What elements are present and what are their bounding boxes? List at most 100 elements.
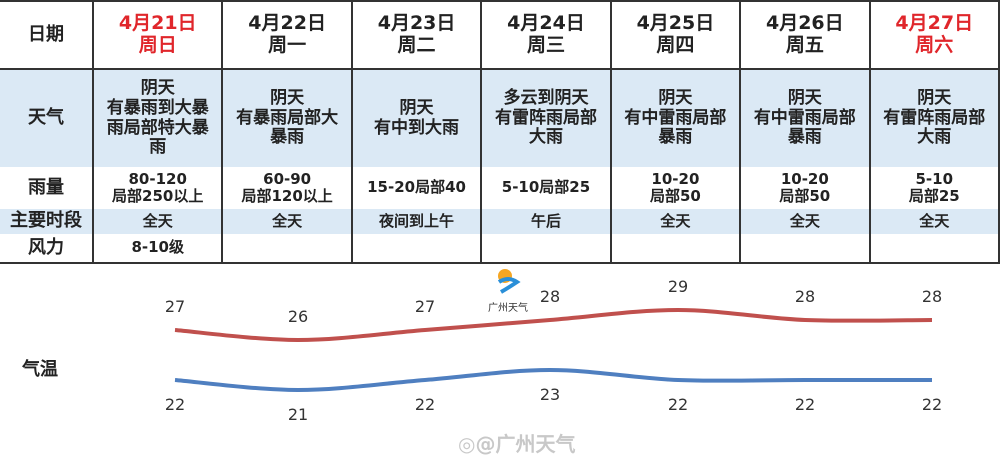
text-line: 局部250以上	[112, 187, 204, 205]
high-temp-label: 27	[415, 297, 435, 316]
weekday: 周二	[397, 34, 436, 56]
period: 全天	[142, 211, 173, 230]
row-label-rain: 雨量	[28, 176, 64, 198]
low-temp-label: 23	[540, 385, 560, 404]
text-line: 暴雨	[787, 127, 822, 148]
rain-cell: 60-90 局部120以上	[221, 167, 352, 209]
weather-cell: 多云到阴天 有雷阵雨局部 大雨	[480, 69, 611, 167]
low-temp-label: 21	[288, 405, 308, 424]
low-temp-label: 22	[922, 395, 942, 414]
rain-cell: 15-20局部40	[350, 167, 482, 209]
temperature-chart: 27 26 27 28 29 28 28 22 21 22 23 22 22 22	[165, 277, 942, 424]
wind-cell	[350, 234, 482, 264]
rain-cell: 10-20 局部50	[609, 167, 741, 209]
period: 午后	[530, 211, 561, 230]
text-line: 局部50	[649, 187, 701, 205]
text-line: 5-10	[915, 169, 954, 188]
date-cell: 4月24日 周三	[480, 0, 611, 70]
wind-cell	[609, 234, 741, 264]
period-cell: 全天	[739, 209, 870, 234]
high-temp-label: 26	[288, 307, 308, 326]
text-line: 阴天	[270, 88, 305, 109]
weekday: 周四	[656, 34, 695, 56]
row-label-date: 日期	[0, 0, 93, 70]
wind: 8-10级	[131, 238, 184, 257]
high-temp-label: 28	[540, 287, 560, 306]
date-cell: 4月25日 周四	[609, 0, 741, 70]
text-line: 暴雨	[658, 127, 693, 148]
weather-cell: 阴天 有暴雨到大暴 雨局部特大暴雨	[91, 69, 223, 167]
period-cell: 夜间到上午	[350, 209, 482, 234]
text-line: 10-20	[651, 169, 700, 188]
text-line: 15-20局部40	[367, 178, 466, 197]
low-temp-label: 22	[795, 395, 815, 414]
logo-text: 广州天气	[488, 303, 528, 314]
weekday: 周五	[785, 34, 824, 56]
period-cell: 全天	[868, 209, 1000, 234]
text-line: 有中到大雨	[374, 117, 460, 138]
text-line: 有暴雨到大暴	[106, 97, 209, 118]
low-temp-label: 22	[165, 395, 185, 414]
text-line: 10-20	[780, 169, 829, 188]
text-line: 大雨	[917, 127, 952, 148]
date-cell: 4月21日 周日	[91, 0, 223, 70]
text-line: 阴天	[140, 78, 175, 99]
high-temp-label: 27	[165, 297, 185, 316]
weekday: 周日	[138, 34, 177, 56]
weekday: 周一	[268, 34, 307, 56]
date: 4月22日	[248, 12, 326, 35]
low-temp-line	[174, 367, 932, 393]
high-temp-line	[174, 307, 933, 343]
weather-cell: 阴天 有中雷雨局部 暴雨	[609, 69, 741, 167]
period-cell: 全天	[221, 209, 352, 234]
sun-cloud-icon	[497, 269, 521, 294]
period-cell: 全天	[609, 209, 741, 234]
date-cell: 4月26日 周五	[739, 0, 870, 70]
text-line: 阴天	[787, 88, 822, 109]
high-temp-label: 28	[795, 287, 815, 306]
low-temp-label: 22	[415, 395, 435, 414]
wind-cell: 8-10级	[91, 234, 223, 264]
low-temp-label: 22	[668, 395, 688, 414]
row-label-wind: 风力	[0, 234, 93, 264]
text-line: 局部25	[908, 187, 960, 205]
rain-cell: 10-20 局部50	[739, 167, 870, 209]
text-line: 阴天	[917, 88, 952, 109]
date: 4月24日	[507, 12, 585, 35]
row-label-period: 主要时段	[0, 209, 93, 234]
date: 4月25日	[636, 12, 715, 35]
date: 4月23日	[377, 12, 456, 35]
text-line: 有雷阵雨局部	[494, 107, 597, 128]
text-line: 局部50	[779, 187, 831, 205]
wind-cell	[221, 234, 352, 264]
period: 全天	[919, 211, 950, 230]
period-cell: 午后	[480, 209, 611, 234]
rain-cell: 5-10局部25	[480, 167, 611, 209]
text-line: 有中雷雨局部	[753, 107, 856, 128]
guangzhou-weather-logo: 广州天气	[478, 266, 538, 314]
text-line: 有中雷雨局部	[624, 107, 727, 128]
weibo-watermark: ◎@广州天气	[458, 432, 576, 456]
text-line: 阴天	[399, 97, 434, 118]
period-cell: 全天	[91, 209, 223, 234]
weather-cell: 阴天 有暴雨局部大 暴雨	[221, 69, 352, 167]
text-line: 阴天	[658, 88, 693, 109]
high-temp-label: 29	[668, 277, 688, 296]
date-cell: 4月27日 周六	[868, 0, 1000, 70]
text-line: 有雷阵雨局部	[883, 107, 986, 128]
rain-cell: 80-120 局部250以上	[91, 167, 223, 209]
text-line: 5-10局部25	[501, 178, 591, 197]
wind-cell	[480, 234, 611, 264]
date-cell: 4月23日 周二	[350, 0, 482, 70]
weather-cell: 阴天 有中雷雨局部 暴雨	[739, 69, 870, 167]
weibo-icon: ◎	[458, 432, 476, 456]
weekday: 周六	[915, 34, 954, 56]
high-temp-label: 28	[922, 287, 942, 306]
date: 4月27日	[895, 12, 974, 35]
weekday: 周三	[526, 34, 565, 56]
text-line: 大雨	[528, 127, 563, 148]
period: 全天	[789, 211, 820, 230]
text-line: 有暴雨局部大	[236, 107, 339, 128]
